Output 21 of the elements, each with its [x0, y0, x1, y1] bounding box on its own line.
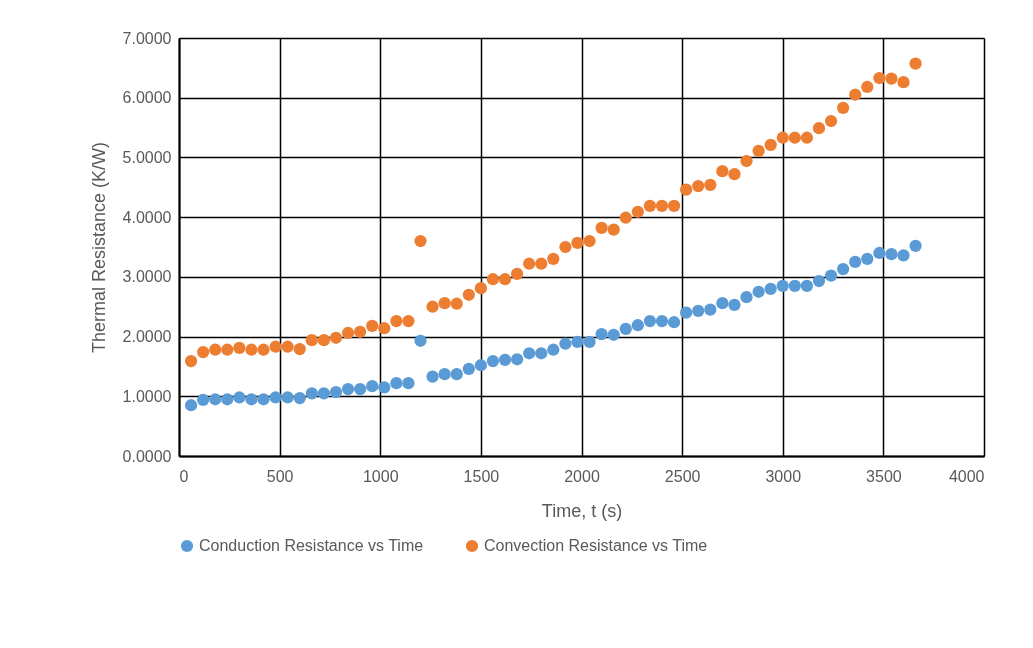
- y-tick-label: 3.0000: [122, 268, 172, 286]
- x-tick-label: 2500: [664, 467, 701, 485]
- y-tick-label: 6.0000: [122, 89, 172, 107]
- x-tick-label: 500: [266, 467, 294, 485]
- y-tick-label: 5.0000: [122, 148, 172, 166]
- x-tick-label: 2000: [564, 467, 600, 485]
- x-axis-title: Time, t (s): [541, 500, 623, 521]
- x-tick-label: 1500: [463, 467, 500, 485]
- y-tick-label: 0.0000: [122, 447, 172, 465]
- y-tick-label: 7.0000: [122, 29, 172, 47]
- x-tick-label: 1000: [362, 467, 399, 485]
- y-tick-label: 1.0000: [122, 387, 172, 405]
- legend-label: Conduction Resistance vs Time: [199, 537, 424, 554]
- y-tick-label: 4.0000: [122, 208, 172, 226]
- x-tick-label: 3000: [765, 467, 802, 485]
- x-tick-label: 4000: [948, 467, 985, 485]
- y-tick-label: 2.0000: [122, 328, 172, 346]
- x-tick-label: 0: [179, 467, 189, 485]
- y-axis-title: Thermal Resistance (K/W): [88, 141, 109, 354]
- legend-label: Convection Resistance vs Time: [484, 537, 708, 554]
- x-tick-label: 3500: [866, 467, 902, 485]
